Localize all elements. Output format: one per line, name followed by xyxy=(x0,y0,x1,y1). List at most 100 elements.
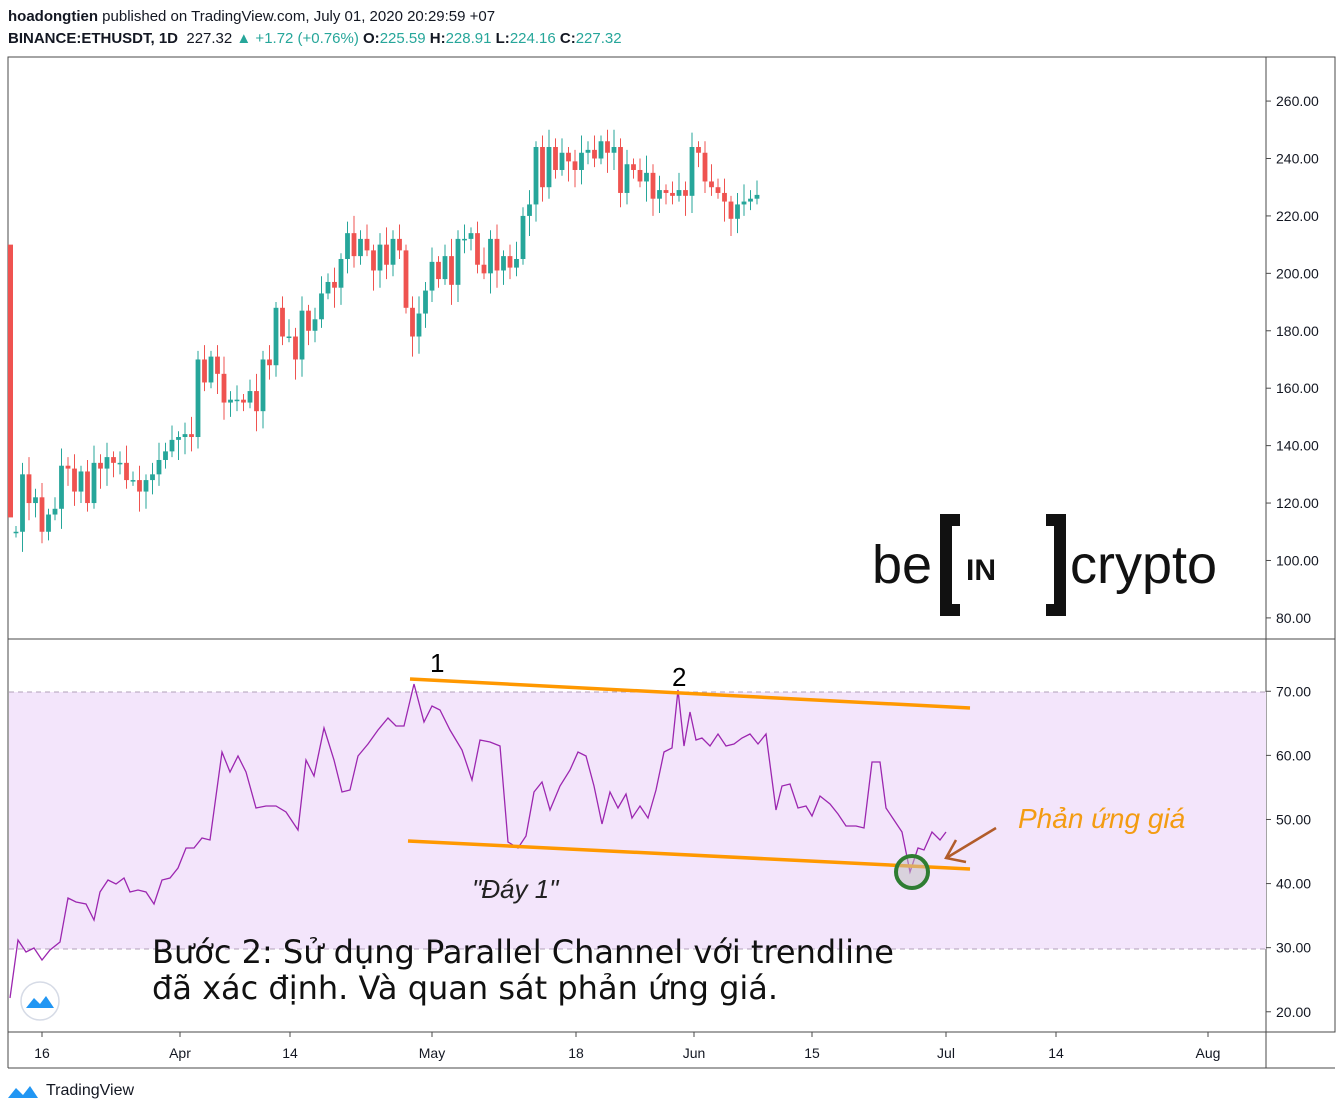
candle-body xyxy=(293,336,298,360)
candle-body xyxy=(598,141,604,159)
candle-body xyxy=(715,187,721,193)
candle-body xyxy=(722,192,727,202)
candle-body xyxy=(546,147,552,188)
price-tick-label: 140.00 xyxy=(1276,438,1319,454)
candle-body xyxy=(221,373,227,403)
candle-body xyxy=(33,497,38,504)
time-tick-label: Jun xyxy=(683,1045,706,1061)
candle-body xyxy=(676,190,682,196)
tradingview-logo-icon xyxy=(8,1086,38,1098)
candle-body xyxy=(111,457,116,463)
candle-body xyxy=(390,238,396,265)
candles-layer xyxy=(8,129,760,552)
candle-body xyxy=(26,474,32,504)
candle-body xyxy=(332,281,337,288)
author-name[interactable]: hoadongtien xyxy=(8,8,98,25)
candle-body xyxy=(169,439,175,452)
candle-body xyxy=(286,336,292,339)
candle-body xyxy=(384,244,389,265)
candle-body xyxy=(553,147,558,170)
candle-body xyxy=(416,313,422,337)
candle-body xyxy=(735,204,740,219)
logo-text-crypto: crypto xyxy=(1070,535,1217,595)
candle-body xyxy=(501,256,506,271)
publish-info: published on TradingView.com, July 01, 2… xyxy=(102,8,496,25)
candle-body xyxy=(696,147,701,153)
symbol-line: BINANCE:ETHUSDT, 1D 227.32 ▲ +1.72 (+0.7… xyxy=(8,28,622,50)
candle-body xyxy=(228,399,233,403)
candle-body xyxy=(494,238,500,271)
candle-body xyxy=(754,194,760,199)
candle-body xyxy=(748,198,753,202)
candle-body xyxy=(397,238,402,251)
candle-body xyxy=(618,147,623,193)
step-2-text-line-2: đã xác định. Và quan sát phản ứng giá. xyxy=(152,969,778,1007)
candle-body xyxy=(449,256,454,285)
candle-body xyxy=(358,238,363,257)
price-tick-label: 180.00 xyxy=(1276,323,1319,339)
price-reaction-circle xyxy=(894,854,930,890)
open-label: O: xyxy=(363,30,380,47)
chart-header: hoadongtien published on TradingView.com… xyxy=(8,6,622,50)
candle-body xyxy=(592,149,597,159)
time-axis: 16 Apr 14 May 18 Jun 15 Jul 14 Aug xyxy=(34,1032,1220,1061)
candle-body xyxy=(527,204,532,216)
candle-body xyxy=(39,497,45,532)
candle-body xyxy=(481,264,487,274)
candle-body xyxy=(273,307,279,366)
candle-body xyxy=(520,215,526,259)
logo-text-be: be xyxy=(872,535,932,595)
tradingview-footer[interactable]: TradingView xyxy=(6,1082,134,1100)
candle-body xyxy=(156,459,162,475)
time-tick-label: Apr xyxy=(169,1045,191,1061)
close-value: 227.32 xyxy=(575,30,622,47)
reaction-arrow xyxy=(944,826,997,864)
candle-body xyxy=(150,474,155,481)
candle-body xyxy=(241,399,246,403)
candle-body xyxy=(455,238,461,285)
time-tick-label: 14 xyxy=(1048,1045,1064,1061)
candle-body xyxy=(377,244,383,271)
time-tick-label: 15 xyxy=(804,1045,820,1061)
candle-body xyxy=(208,356,214,383)
time-tick-label: May xyxy=(419,1045,445,1061)
candle-body xyxy=(65,465,71,469)
candle-body xyxy=(254,391,259,412)
candle-body xyxy=(488,238,493,274)
rsi-tick-label: 70.00 xyxy=(1276,683,1311,699)
candle-body xyxy=(436,261,441,280)
candle-body xyxy=(8,244,13,518)
candle-body xyxy=(78,471,84,492)
candle-body xyxy=(403,250,409,308)
price-change: ▲ +1.72 (+0.76%) xyxy=(236,30,359,47)
rsi-tick-label: 50.00 xyxy=(1276,811,1311,827)
candle-body xyxy=(280,307,285,337)
rsi-band xyxy=(9,692,1266,949)
candle-body xyxy=(163,451,168,460)
channel-lower-trendline[interactable] xyxy=(407,839,971,871)
channel-upper-trendline[interactable] xyxy=(409,677,971,710)
candle-body xyxy=(189,434,194,438)
candle-body xyxy=(611,147,617,153)
candle-body xyxy=(85,471,90,504)
rsi-tick-label: 60.00 xyxy=(1276,747,1311,763)
candle-body xyxy=(689,147,695,196)
candle-body xyxy=(20,474,25,532)
tradingview-brand: TradingView xyxy=(46,1082,135,1099)
candle-body xyxy=(741,201,747,205)
rsi-tick-label: 40.00 xyxy=(1276,876,1311,892)
peak-2-label: 2 xyxy=(672,662,686,692)
rsi-tick-label: 20.00 xyxy=(1276,1004,1311,1020)
rsi-line xyxy=(9,683,947,999)
candle-body xyxy=(423,290,428,314)
candle-body xyxy=(46,514,51,532)
candle-body xyxy=(319,293,324,320)
candle-body xyxy=(657,190,662,199)
candle-body xyxy=(631,164,636,170)
candle-body xyxy=(52,508,58,515)
candle-body xyxy=(566,152,571,162)
candle-body xyxy=(410,307,415,337)
candle-body xyxy=(72,468,77,492)
tv-badge[interactable] xyxy=(20,981,60,1021)
